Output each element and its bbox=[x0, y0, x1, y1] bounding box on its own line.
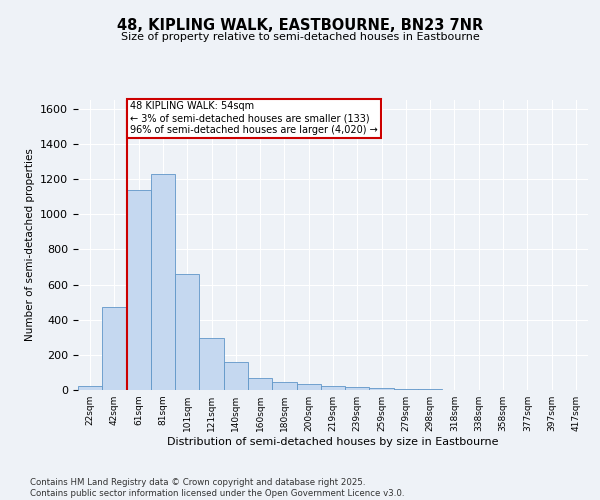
Bar bbox=[175, 274, 199, 390]
Bar bbox=[127, 190, 151, 390]
Bar bbox=[151, 174, 175, 390]
Bar bbox=[321, 386, 345, 390]
Bar bbox=[102, 308, 127, 390]
Text: Contains HM Land Registry data © Crown copyright and database right 2025.
Contai: Contains HM Land Registry data © Crown c… bbox=[30, 478, 404, 498]
Bar bbox=[370, 388, 394, 390]
Bar bbox=[199, 338, 224, 390]
Bar bbox=[345, 388, 370, 390]
Text: 48, KIPLING WALK, EASTBOURNE, BN23 7NR: 48, KIPLING WALK, EASTBOURNE, BN23 7NR bbox=[117, 18, 483, 32]
Bar bbox=[272, 382, 296, 390]
Y-axis label: Number of semi-detached properties: Number of semi-detached properties bbox=[25, 148, 35, 342]
Bar bbox=[394, 389, 418, 390]
Bar bbox=[248, 378, 272, 390]
Text: Size of property relative to semi-detached houses in Eastbourne: Size of property relative to semi-detach… bbox=[121, 32, 479, 42]
X-axis label: Distribution of semi-detached houses by size in Eastbourne: Distribution of semi-detached houses by … bbox=[167, 437, 499, 447]
Bar bbox=[296, 384, 321, 390]
Text: 48 KIPLING WALK: 54sqm
← 3% of semi-detached houses are smaller (133)
96% of sem: 48 KIPLING WALK: 54sqm ← 3% of semi-deta… bbox=[130, 102, 378, 134]
Bar bbox=[78, 386, 102, 390]
Bar bbox=[224, 362, 248, 390]
